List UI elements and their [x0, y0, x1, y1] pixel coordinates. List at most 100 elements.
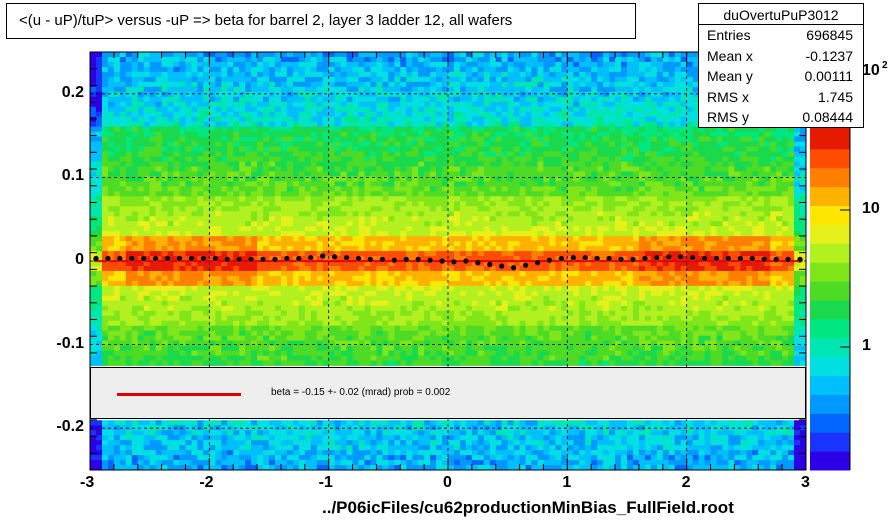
- profile-point: [522, 262, 529, 268]
- profile-point: [570, 255, 576, 261]
- profile-point: [105, 255, 111, 262]
- colorbar-swatch: [810, 375, 850, 395]
- profile-points: [93, 253, 803, 272]
- stats-label: RMS x: [707, 88, 749, 105]
- colorbar-swatch: [810, 318, 850, 339]
- colorbar-swatch: [810, 337, 850, 358]
- x-tick-label: 2: [681, 474, 691, 491]
- profile-point: [487, 261, 493, 267]
- profile-point: [666, 254, 672, 260]
- stats-row-mean-y: Mean y 0.00111: [699, 66, 863, 87]
- profile-point: [749, 255, 755, 262]
- profile-point: [654, 255, 660, 261]
- x-tick-label: -3: [80, 474, 95, 491]
- profile-point: [236, 256, 242, 262]
- stats-value: -0.1237: [805, 47, 853, 64]
- stats-row-rms-y: RMS y 0.08444: [699, 107, 863, 128]
- profile-point: [93, 255, 99, 262]
- profile-point: [690, 255, 696, 261]
- profile-point: [308, 255, 314, 261]
- profile-point: [260, 256, 266, 262]
- profile-point: [224, 256, 230, 262]
- stats-label: Mean y: [707, 68, 753, 84]
- profile-point: [534, 260, 541, 266]
- stats-value: 0.08444: [802, 109, 853, 125]
- colorbar: [810, 52, 851, 471]
- profile-point: [320, 253, 326, 259]
- colorbar-swatch: [810, 130, 850, 150]
- profile-point: [606, 255, 612, 262]
- x-tick-label: 0: [443, 474, 452, 491]
- colorbar-tick-label: 1: [862, 337, 871, 354]
- profile-point: [284, 255, 290, 262]
- stats-value: 0.00111: [804, 68, 853, 84]
- profile-point: [343, 255, 350, 261]
- heatmap-cells: [90, 52, 807, 471]
- profile-point: [200, 255, 206, 262]
- profile-point: [212, 255, 218, 262]
- profile-point: [296, 255, 302, 262]
- fit-result-text: beta = -0.15 +- 0.02 (mrad) prob = 0.002: [271, 387, 451, 398]
- y-tick-label: 0.2: [61, 83, 84, 101]
- profile-point: [117, 255, 123, 262]
- stats-box: duOvertuPuP3012 Entries 696845 Mean x -0.1…: [698, 3, 864, 128]
- profile-point: [618, 256, 624, 262]
- profile-point: [713, 255, 720, 262]
- colorbar-tick-label: 10: [862, 62, 880, 79]
- profile-point: [153, 255, 159, 262]
- profile-point: [176, 255, 183, 262]
- profile-point: [272, 256, 278, 262]
- profile-point: [164, 255, 171, 262]
- stats-label: RMS y: [707, 109, 749, 125]
- colorbar-swatch: [810, 281, 850, 301]
- stats-row-entries: Entries 696845: [699, 25, 863, 46]
- colorbar-swatch: [810, 413, 850, 433]
- profile-point: [761, 256, 767, 262]
- profile-point: [391, 257, 397, 263]
- x-tick-label: -2: [199, 474, 214, 491]
- colorbar-swatch: [810, 300, 850, 320]
- profile-point: [129, 255, 135, 262]
- profile-point: [737, 255, 743, 262]
- chart-title: <(u - uP)/tuP> versus -uP => beta for ba…: [6, 3, 636, 39]
- y-tick-label: -0.2: [56, 418, 84, 436]
- profile-point: [141, 255, 147, 262]
- colorbar-swatch: [810, 205, 850, 225]
- stats-row-mean-x: Mean x -0.1237: [699, 46, 863, 67]
- colorbar-swatch: [810, 148, 850, 169]
- profile-point: [248, 256, 254, 262]
- colorbar-swatch: [810, 451, 850, 471]
- profile-point: [701, 255, 708, 262]
- colorbar-swatch: [810, 394, 850, 414]
- stats-value: 696845: [806, 27, 853, 43]
- profile-point: [797, 256, 803, 262]
- fit-legend: beta = -0.15 +- 0.02 (mrad) prob = 0.002: [90, 367, 806, 419]
- x-tick-label: -1: [318, 474, 333, 491]
- colorbar-swatch: [810, 167, 850, 188]
- profile-point: [511, 265, 517, 271]
- stats-name: duOvertuPuP3012: [699, 4, 863, 25]
- stats-value: 1.745: [817, 88, 853, 105]
- profile-point: [475, 260, 481, 266]
- colorbar-swatch: [810, 243, 850, 263]
- stats-label: Entries: [707, 27, 751, 43]
- colorbar-exponent: 2: [882, 60, 888, 71]
- colorbar-swatch: [810, 262, 850, 282]
- profile-point: [415, 256, 421, 262]
- profile-point: [558, 255, 564, 262]
- profile-point: [451, 259, 457, 265]
- profile-point: [367, 256, 374, 262]
- profile-point: [582, 255, 588, 261]
- profile-point: [439, 258, 445, 264]
- colorbar-swatch: [810, 186, 850, 207]
- y-tick-label: 0: [75, 251, 84, 268]
- profile-point: [773, 256, 779, 262]
- profile-point: [403, 256, 409, 262]
- profile-point: [332, 254, 338, 260]
- profile-point: [379, 256, 385, 262]
- colorbar-tick-label: 10: [862, 200, 880, 217]
- profile-point: [355, 255, 362, 262]
- y-tick-label: -0.1: [56, 334, 84, 352]
- colorbar-swatch: [810, 356, 850, 377]
